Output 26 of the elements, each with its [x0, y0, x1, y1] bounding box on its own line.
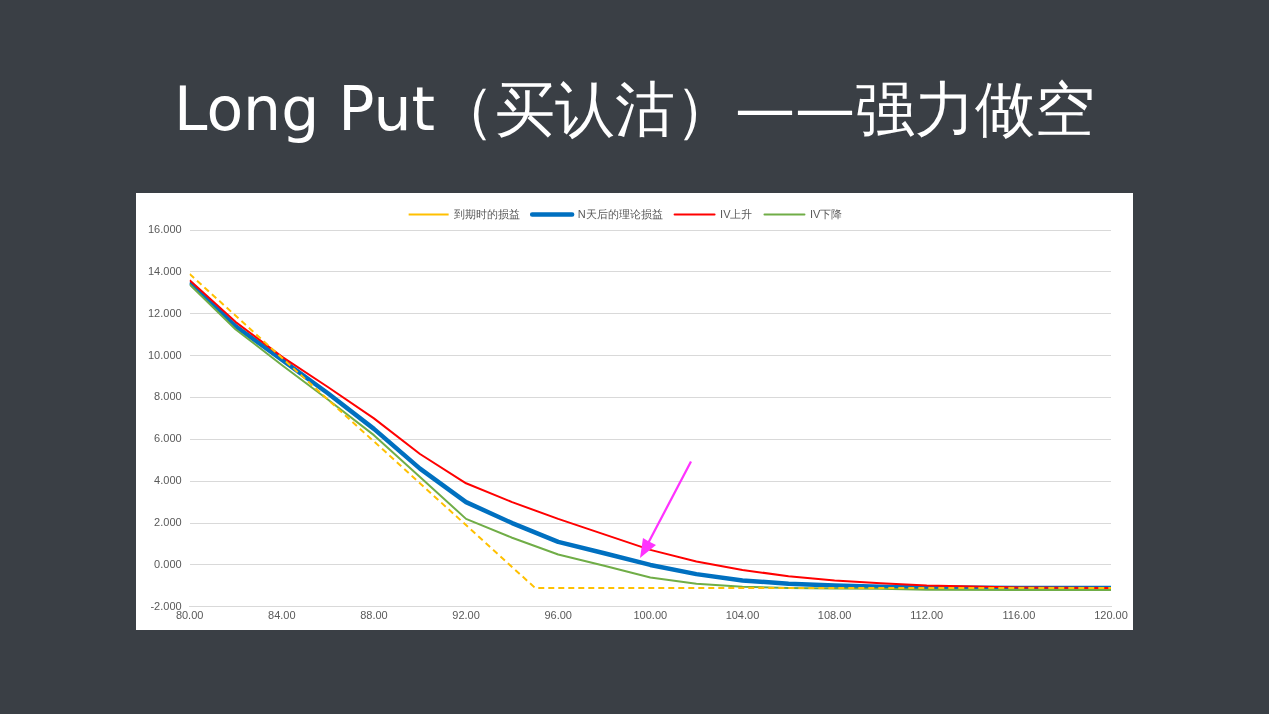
x-tick-label: 88.00 — [360, 609, 388, 622]
x-tick-label: 108.00 — [817, 609, 852, 622]
legend-label: 到期时的损益 — [454, 207, 521, 220]
y-tick-label: 12.000 — [147, 306, 182, 319]
y-tick-label: 14.000 — [147, 264, 182, 277]
x-tick-label: 112.00 — [910, 609, 944, 622]
y-tick-label: 4.000 — [154, 474, 182, 487]
chart-title: Long Put（买认沽）——强力做空 — [173, 73, 1096, 146]
y-tick-label: 10.000 — [147, 348, 182, 361]
x-tick-label: 100.00 — [633, 609, 668, 622]
x-tick-label: 84.00 — [268, 609, 296, 622]
x-tick-label: 120.00 — [1094, 609, 1128, 622]
y-tick-label: 16.000 — [147, 223, 182, 236]
legend-label: N天后的理论损益 — [577, 207, 663, 220]
x-tick-label: 104.00 — [725, 609, 760, 622]
x-tick-label: 80.00 — [175, 609, 204, 622]
y-tick-label: 2.000 — [154, 516, 182, 529]
y-tick-label: 0.000 — [154, 557, 182, 570]
y-tick-label: 6.000 — [154, 432, 182, 445]
legend-label: IV上升 — [720, 207, 753, 220]
y-tick-label: -2.000 — [150, 599, 182, 612]
x-tick-label: 96.00 — [544, 609, 572, 622]
legend-label: IV下降 — [809, 207, 843, 220]
x-tick-label: 116.00 — [1002, 609, 1036, 622]
y-tick-label: 8.000 — [154, 390, 182, 403]
x-tick-label: 92.00 — [452, 609, 480, 622]
